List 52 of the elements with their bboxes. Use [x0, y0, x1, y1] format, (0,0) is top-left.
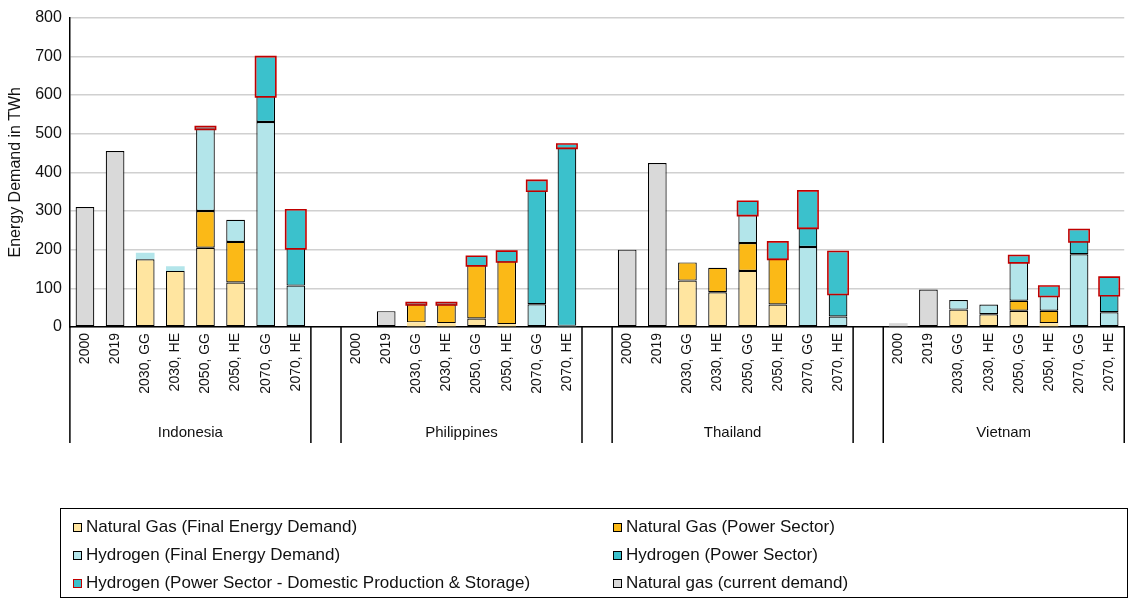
x-tick-label: 2050, HE — [1039, 333, 1056, 392]
text: Indonesia — [157, 423, 224, 441]
legend-label: Hydrogen (Power Sector - Domestic Production & Storage) — [85, 572, 532, 594]
y-tick-label: 700 — [35, 46, 62, 64]
y-tick-label: 800 — [35, 8, 62, 26]
x-tick-label: 2000 — [75, 332, 92, 365]
x-tick-label: 2019 — [377, 332, 394, 365]
x-tick-label: 2030, GG — [678, 333, 695, 394]
x-tick-label: 2030, GG — [949, 333, 966, 394]
x-tick-label: 2070, HE — [557, 333, 574, 392]
x-tick-label: 2070, GG — [1069, 333, 1086, 394]
x-tick-label: 2050, GG — [467, 333, 484, 394]
x-tick-label: 2019 — [105, 332, 122, 365]
text: Philippines — [425, 423, 498, 441]
x-tick-label: 2050, HE — [497, 333, 514, 392]
x-tick-label: 2070, GG — [256, 333, 273, 394]
x-tick-label: 2000 — [346, 332, 363, 365]
x-tick-label: 2050, HE — [768, 333, 785, 392]
x-tick-label: 2070, GG — [798, 333, 815, 394]
y-tick-label: 0 — [52, 317, 62, 335]
y-tick-label: 400 — [35, 162, 62, 180]
y-tick-label: 300 — [35, 201, 62, 219]
x-tick-label: 2070, HE — [286, 333, 303, 392]
x-tick-label: 2050, GG — [738, 333, 755, 394]
x-tick-label: 2000 — [618, 332, 635, 365]
x-tick-label: 2030, HE — [979, 333, 996, 392]
x-tick-label: 2070, GG — [527, 333, 544, 394]
x-tick-label: 2019 — [648, 332, 665, 365]
y-tick-label: 100 — [35, 278, 62, 296]
x-tick-label: 2050, GG — [196, 333, 213, 394]
text: Vietnam — [976, 423, 1032, 441]
legend-label: Natural gas (current demand) — [625, 572, 850, 594]
x-tick-label: 2050, HE — [226, 333, 243, 392]
x-tick-label: 2050, GG — [1009, 333, 1026, 394]
x-tick-label: 2030, HE — [437, 333, 454, 392]
x-tick-label: 2030, HE — [708, 333, 725, 392]
x-tick-label: 2070, HE — [828, 333, 845, 392]
text: Thailand — [703, 423, 762, 441]
x-tick-label: 2019 — [919, 332, 936, 365]
legend-label: Natural Gas (Power Sector) — [625, 516, 836, 538]
y-tick-label: 600 — [35, 85, 62, 103]
x-tick-label: 2070, HE — [1100, 333, 1117, 392]
x-tick-label: 2030, GG — [136, 333, 153, 394]
y-axis-title: Energy Demand in TWh — [6, 87, 24, 258]
x-tick-label: 2030, HE — [166, 333, 183, 392]
legend-label: Natural Gas (Final Energy Demand) — [85, 516, 359, 538]
legend-label: Hydrogen (Final Energy Demand) — [85, 544, 342, 566]
x-tick-label: 2030, GG — [407, 333, 424, 394]
y-tick-label: 200 — [35, 240, 62, 258]
legend-label: Hydrogen (Power Sector) — [625, 544, 819, 566]
x-tick-label: 2000 — [889, 332, 906, 365]
y-tick-label: 500 — [35, 124, 62, 142]
